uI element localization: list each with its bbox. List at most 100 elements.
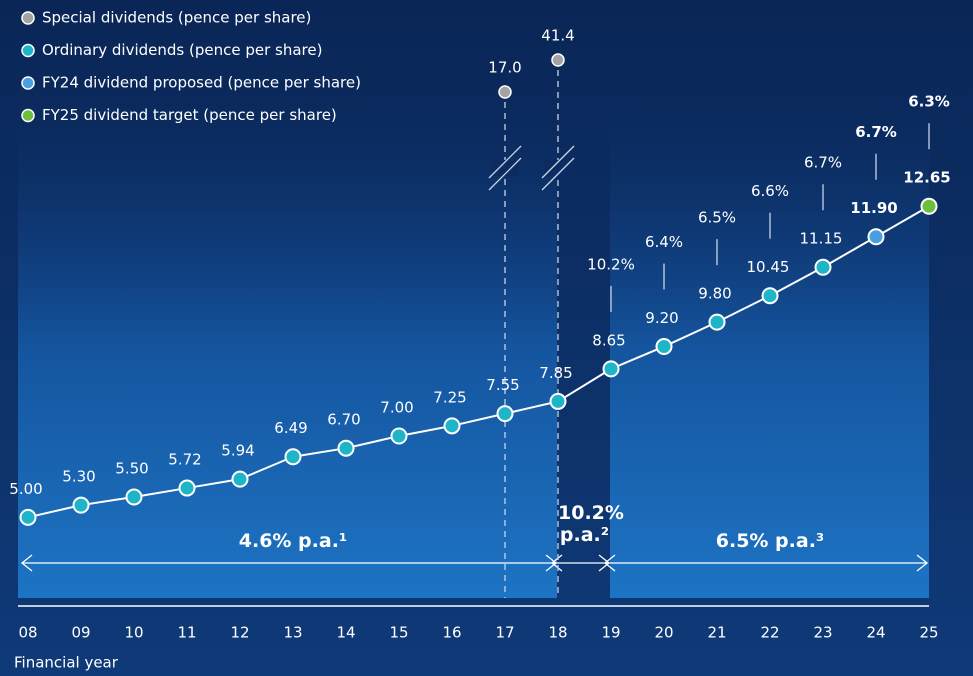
value-label: 5.30 [62, 468, 95, 486]
data-point [390, 427, 408, 445]
x-tick-label: 16 [442, 624, 461, 642]
legend-label: FY25 dividend target (pence per share) [42, 106, 337, 124]
line-segment [504, 400, 559, 415]
arrow-head [603, 554, 616, 572]
break-mark [488, 145, 522, 179]
growth-label: 6.4% [645, 233, 683, 251]
value-label: 7.25 [433, 388, 466, 406]
legend-marker [21, 43, 35, 58]
line-segment [769, 266, 824, 297]
x-tick-label: 22 [760, 624, 779, 642]
line-segment [875, 205, 930, 238]
line-segment [345, 435, 400, 450]
data-point [19, 508, 37, 526]
data-point [920, 197, 938, 215]
x-tick-label: 21 [707, 624, 726, 642]
x-tick-label: 18 [548, 624, 567, 642]
line-segment [80, 496, 135, 507]
value-label: 10.45 [747, 258, 790, 276]
data-point [496, 405, 514, 423]
data-point [814, 258, 832, 276]
arrow-head [916, 554, 929, 572]
break-mark [541, 157, 575, 191]
growth-label: 6.7% [804, 154, 842, 172]
x-tick-label: 24 [866, 624, 885, 642]
period-label: 6.5% p.a.³ [715, 530, 825, 552]
line-segment [133, 487, 188, 498]
break-gap [544, 160, 572, 176]
data-point [72, 496, 90, 514]
period-box [18, 100, 557, 598]
special-point [498, 85, 512, 99]
value-label: 7.00 [380, 399, 413, 417]
x-axis-label: Financial year [14, 654, 119, 672]
data-point [231, 470, 249, 488]
data-point [867, 228, 885, 246]
growth-label: 10.2% [587, 255, 635, 273]
break-gap [491, 160, 519, 176]
x-tick-label: 08 [18, 624, 37, 642]
line-segment [610, 345, 665, 370]
break-mark [488, 157, 522, 191]
line-segment [451, 412, 506, 427]
value-label: 11.90 [850, 199, 897, 217]
x-tick-label: 17 [495, 624, 514, 642]
x-tick-label: 20 [654, 624, 673, 642]
value-label: 9.80 [698, 285, 731, 303]
legend-label: FY24 dividend proposed (pence per share) [42, 74, 361, 92]
value-label: 5.72 [168, 451, 201, 469]
x-tick-label: 19 [601, 624, 620, 642]
data-point [284, 448, 302, 466]
data-point [178, 479, 196, 497]
x-tick-label: 11 [177, 624, 196, 642]
x-tick-label: 09 [71, 624, 90, 642]
value-label: 6.70 [327, 411, 360, 429]
line-segment [292, 447, 347, 458]
value-label: 9.20 [645, 309, 678, 327]
x-tick-label: 25 [919, 624, 938, 642]
value-label: 5.94 [221, 442, 254, 460]
break-mark [541, 145, 575, 179]
x-tick-label: 23 [813, 624, 832, 642]
value-label: 5.50 [115, 460, 148, 478]
growth-label: 6.5% [698, 209, 736, 227]
legend-marker [21, 76, 35, 90]
line-segment [663, 321, 718, 348]
value-label: 41.4 [541, 27, 574, 45]
arrow-head [550, 554, 563, 572]
x-tick-label: 15 [389, 624, 408, 642]
line-segment [822, 235, 877, 269]
value-label: 6.49 [274, 419, 307, 437]
legend-label: Ordinary dividends (pence per share) [42, 41, 322, 59]
value-label: 7.55 [486, 376, 519, 394]
data-point [708, 313, 726, 331]
data-point [761, 287, 779, 305]
data-point [337, 439, 355, 457]
x-tick-label: 14 [336, 624, 355, 642]
x-tick-label: 13 [283, 624, 302, 642]
data-point [655, 338, 673, 356]
legend-marker [21, 11, 35, 25]
line-segment [557, 368, 612, 403]
growth-label: 6.6% [751, 182, 789, 200]
arrow-head [20, 554, 33, 572]
data-point [602, 360, 620, 378]
data-point [549, 392, 567, 410]
line-segment [398, 424, 453, 437]
value-label: 5.00 [9, 480, 42, 498]
data-point [443, 417, 461, 435]
special-point [551, 53, 565, 67]
period-label: 4.6% p.a.¹ [238, 530, 348, 552]
legend-label: Special dividends (pence per share) [42, 9, 311, 27]
period-label: 10.2% p.a.² [558, 502, 624, 546]
line-segment [186, 478, 241, 490]
growth-label: 6.7% [855, 123, 897, 141]
line-segment [716, 294, 771, 324]
legend-marker [21, 108, 35, 123]
value-label: 12.65 [903, 169, 950, 187]
line-segment [239, 455, 294, 481]
line-segment [27, 504, 82, 519]
value-label: 8.65 [592, 331, 625, 349]
